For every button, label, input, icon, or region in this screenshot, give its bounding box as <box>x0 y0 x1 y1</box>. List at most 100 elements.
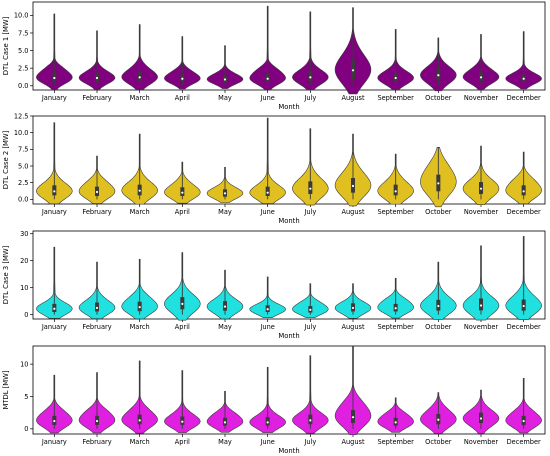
y-tick-label: 5.0 <box>18 162 29 170</box>
median-marker <box>223 192 227 195</box>
y-axis-label: MTDL [MW] <box>2 370 10 409</box>
y-tick-label: 7.5 <box>18 146 29 154</box>
iqr-box <box>265 186 270 196</box>
x-tick-label-february: February <box>82 208 111 216</box>
x-tick-label-june: June <box>259 208 274 216</box>
x-tick-label-may: May <box>218 438 232 446</box>
x-tick-label-july: July <box>303 438 316 446</box>
median-marker <box>53 307 56 310</box>
x-axis-label: Month <box>278 217 299 225</box>
median-marker <box>53 76 56 80</box>
x-tick-label-april: April <box>175 323 190 331</box>
y-tick-label: 10 <box>20 360 28 368</box>
median-marker <box>266 191 269 194</box>
median-marker <box>181 191 184 194</box>
x-tick-label-june: June <box>259 323 274 331</box>
median-marker <box>522 190 525 193</box>
median-marker <box>351 416 355 419</box>
median-marker <box>223 421 227 424</box>
x-tick-label-october: October <box>425 208 452 216</box>
x-tick-label-may: May <box>218 323 232 331</box>
y-tick-label: 2.5 <box>18 64 29 72</box>
axes-frame <box>32 230 546 320</box>
median-marker <box>394 190 397 193</box>
median-marker <box>437 418 440 421</box>
y-tick-label: 0 <box>24 425 28 433</box>
x-tick-label-march: March <box>130 94 150 102</box>
median-marker <box>138 306 141 309</box>
median-marker <box>522 419 525 423</box>
median-marker <box>266 77 269 80</box>
x-tick-label-november: November <box>464 323 499 331</box>
median-marker <box>479 187 483 190</box>
x-tick-label-january: January <box>41 323 67 331</box>
median-marker <box>309 308 312 311</box>
x-tick-label-september: September <box>377 438 414 446</box>
median-marker <box>479 76 483 79</box>
median-marker <box>95 306 99 310</box>
x-tick-label-august: August <box>341 323 364 331</box>
median-marker <box>309 187 312 190</box>
median-marker <box>309 419 312 422</box>
median-marker <box>266 421 269 424</box>
x-tick-label-december: December <box>507 208 541 216</box>
median-marker <box>95 190 99 194</box>
x-tick-label-january: January <box>41 94 67 102</box>
iqr-box <box>393 184 398 196</box>
median-marker <box>437 74 440 77</box>
x-tick-label-may: May <box>218 208 232 216</box>
axes-frame <box>32 1 546 91</box>
x-tick-label-july: July <box>303 323 316 331</box>
median-marker <box>138 189 141 192</box>
x-tick-label-september: September <box>377 208 414 216</box>
median-marker <box>437 304 440 308</box>
median-marker <box>181 77 184 80</box>
median-marker <box>437 182 440 185</box>
x-tick-label-april: April <box>175 438 190 446</box>
x-tick-label-september: September <box>377 323 414 331</box>
median-marker <box>181 420 184 423</box>
x-tick-label-september: September <box>377 94 414 102</box>
x-tick-label-october: October <box>425 323 452 331</box>
x-axis-label: Month <box>278 332 299 340</box>
x-tick-label-february: February <box>82 438 111 446</box>
x-tick-label-december: December <box>507 94 541 102</box>
x-tick-label-december: December <box>507 323 541 331</box>
x-tick-label-june: June <box>259 438 274 446</box>
y-tick-label: 10.0 <box>14 129 29 137</box>
x-tick-label-march: March <box>130 208 150 216</box>
median-marker <box>266 308 269 311</box>
median-marker <box>522 304 525 308</box>
y-tick-label: 0 <box>24 311 28 319</box>
axes-frame <box>32 345 546 435</box>
x-tick-label-august: August <box>341 438 364 446</box>
x-tick-label-march: March <box>130 438 150 446</box>
y-tick-label: 5 <box>24 393 28 401</box>
x-tick-label-may: May <box>218 94 232 102</box>
x-tick-label-august: August <box>341 208 364 216</box>
x-tick-label-november: November <box>464 94 499 102</box>
median-marker <box>181 302 184 305</box>
y-tick-label: 7.5 <box>18 29 29 37</box>
x-tick-label-july: July <box>303 94 316 102</box>
y-tick-label: 0.0 <box>18 82 29 90</box>
median-marker <box>351 306 355 310</box>
subplot-2: 0.0 2.5 5.0 7.5 10.0 12.5 DTL Case 2 [MW] Janua… <box>2 112 546 225</box>
x-tick-label-october: October <box>425 94 452 102</box>
median-marker <box>95 76 99 80</box>
median-marker <box>309 76 312 79</box>
x-tick-label-february: February <box>82 323 111 331</box>
x-tick-label-april: April <box>175 94 190 102</box>
y-tick-label: 0.0 <box>18 196 29 204</box>
y-tick-label: 2.5 <box>18 179 29 187</box>
x-tick-label-july: July <box>303 208 316 216</box>
median-marker <box>479 417 483 420</box>
x-tick-label-february: February <box>82 94 111 102</box>
x-tick-label-march: March <box>130 323 150 331</box>
median-marker <box>522 77 525 80</box>
y-tick-label: 10 <box>20 284 28 292</box>
median-marker <box>479 304 483 307</box>
median-marker <box>53 190 56 193</box>
x-tick-label-january: January <box>41 438 67 446</box>
